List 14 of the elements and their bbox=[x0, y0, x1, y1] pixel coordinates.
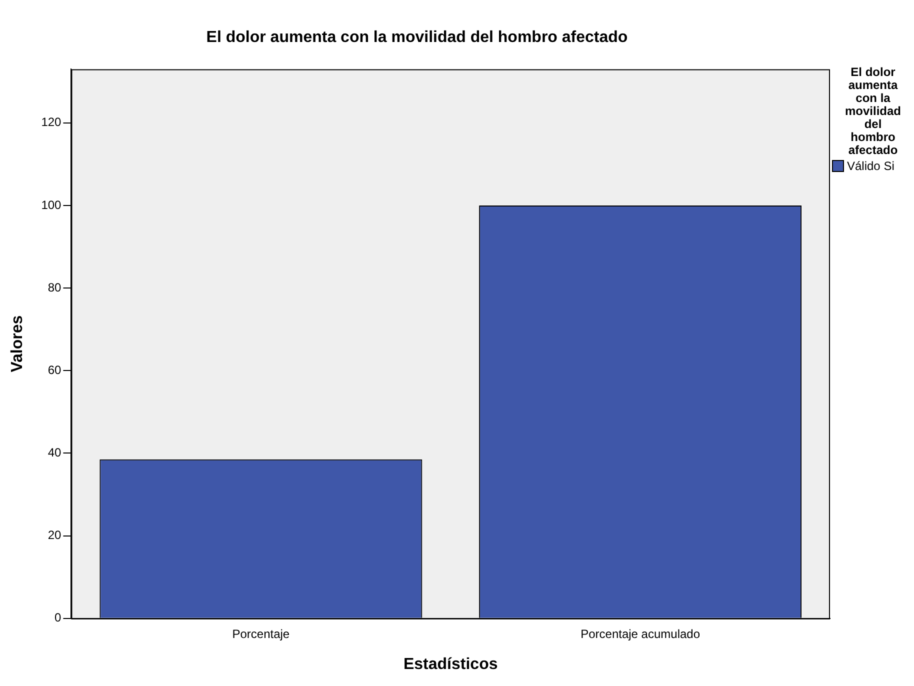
chart-title: El dolor aumenta con la movilidad del hombro afectado bbox=[206, 29, 628, 46]
y-tick-label: 40 bbox=[48, 446, 62, 460]
y-tick-label: 20 bbox=[48, 528, 62, 542]
x-tick-label: Porcentaje acumulado bbox=[580, 626, 700, 641]
y-tick-label: 100 bbox=[41, 198, 62, 212]
legend-title: El dolor aumenta con la movilidad del hombro afectado bbox=[844, 65, 902, 157]
x-tick-label: Porcentaje bbox=[232, 626, 290, 641]
y-axis-title: Valores bbox=[9, 315, 26, 372]
x-axis-title: Estadísticos bbox=[403, 656, 498, 673]
y-tick-label: 80 bbox=[48, 280, 62, 294]
y-tick-label: 0 bbox=[54, 610, 62, 625]
y-tick-label: 60 bbox=[48, 362, 62, 377]
y-tick-label: 120 bbox=[41, 115, 62, 130]
legend-label: Válido Si bbox=[847, 159, 894, 173]
